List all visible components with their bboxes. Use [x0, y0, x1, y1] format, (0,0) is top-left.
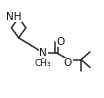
- Text: N: N: [39, 48, 47, 58]
- Text: O: O: [56, 37, 65, 47]
- Text: O: O: [64, 59, 72, 69]
- Text: NH: NH: [6, 12, 22, 22]
- Text: CH₃: CH₃: [35, 59, 52, 69]
